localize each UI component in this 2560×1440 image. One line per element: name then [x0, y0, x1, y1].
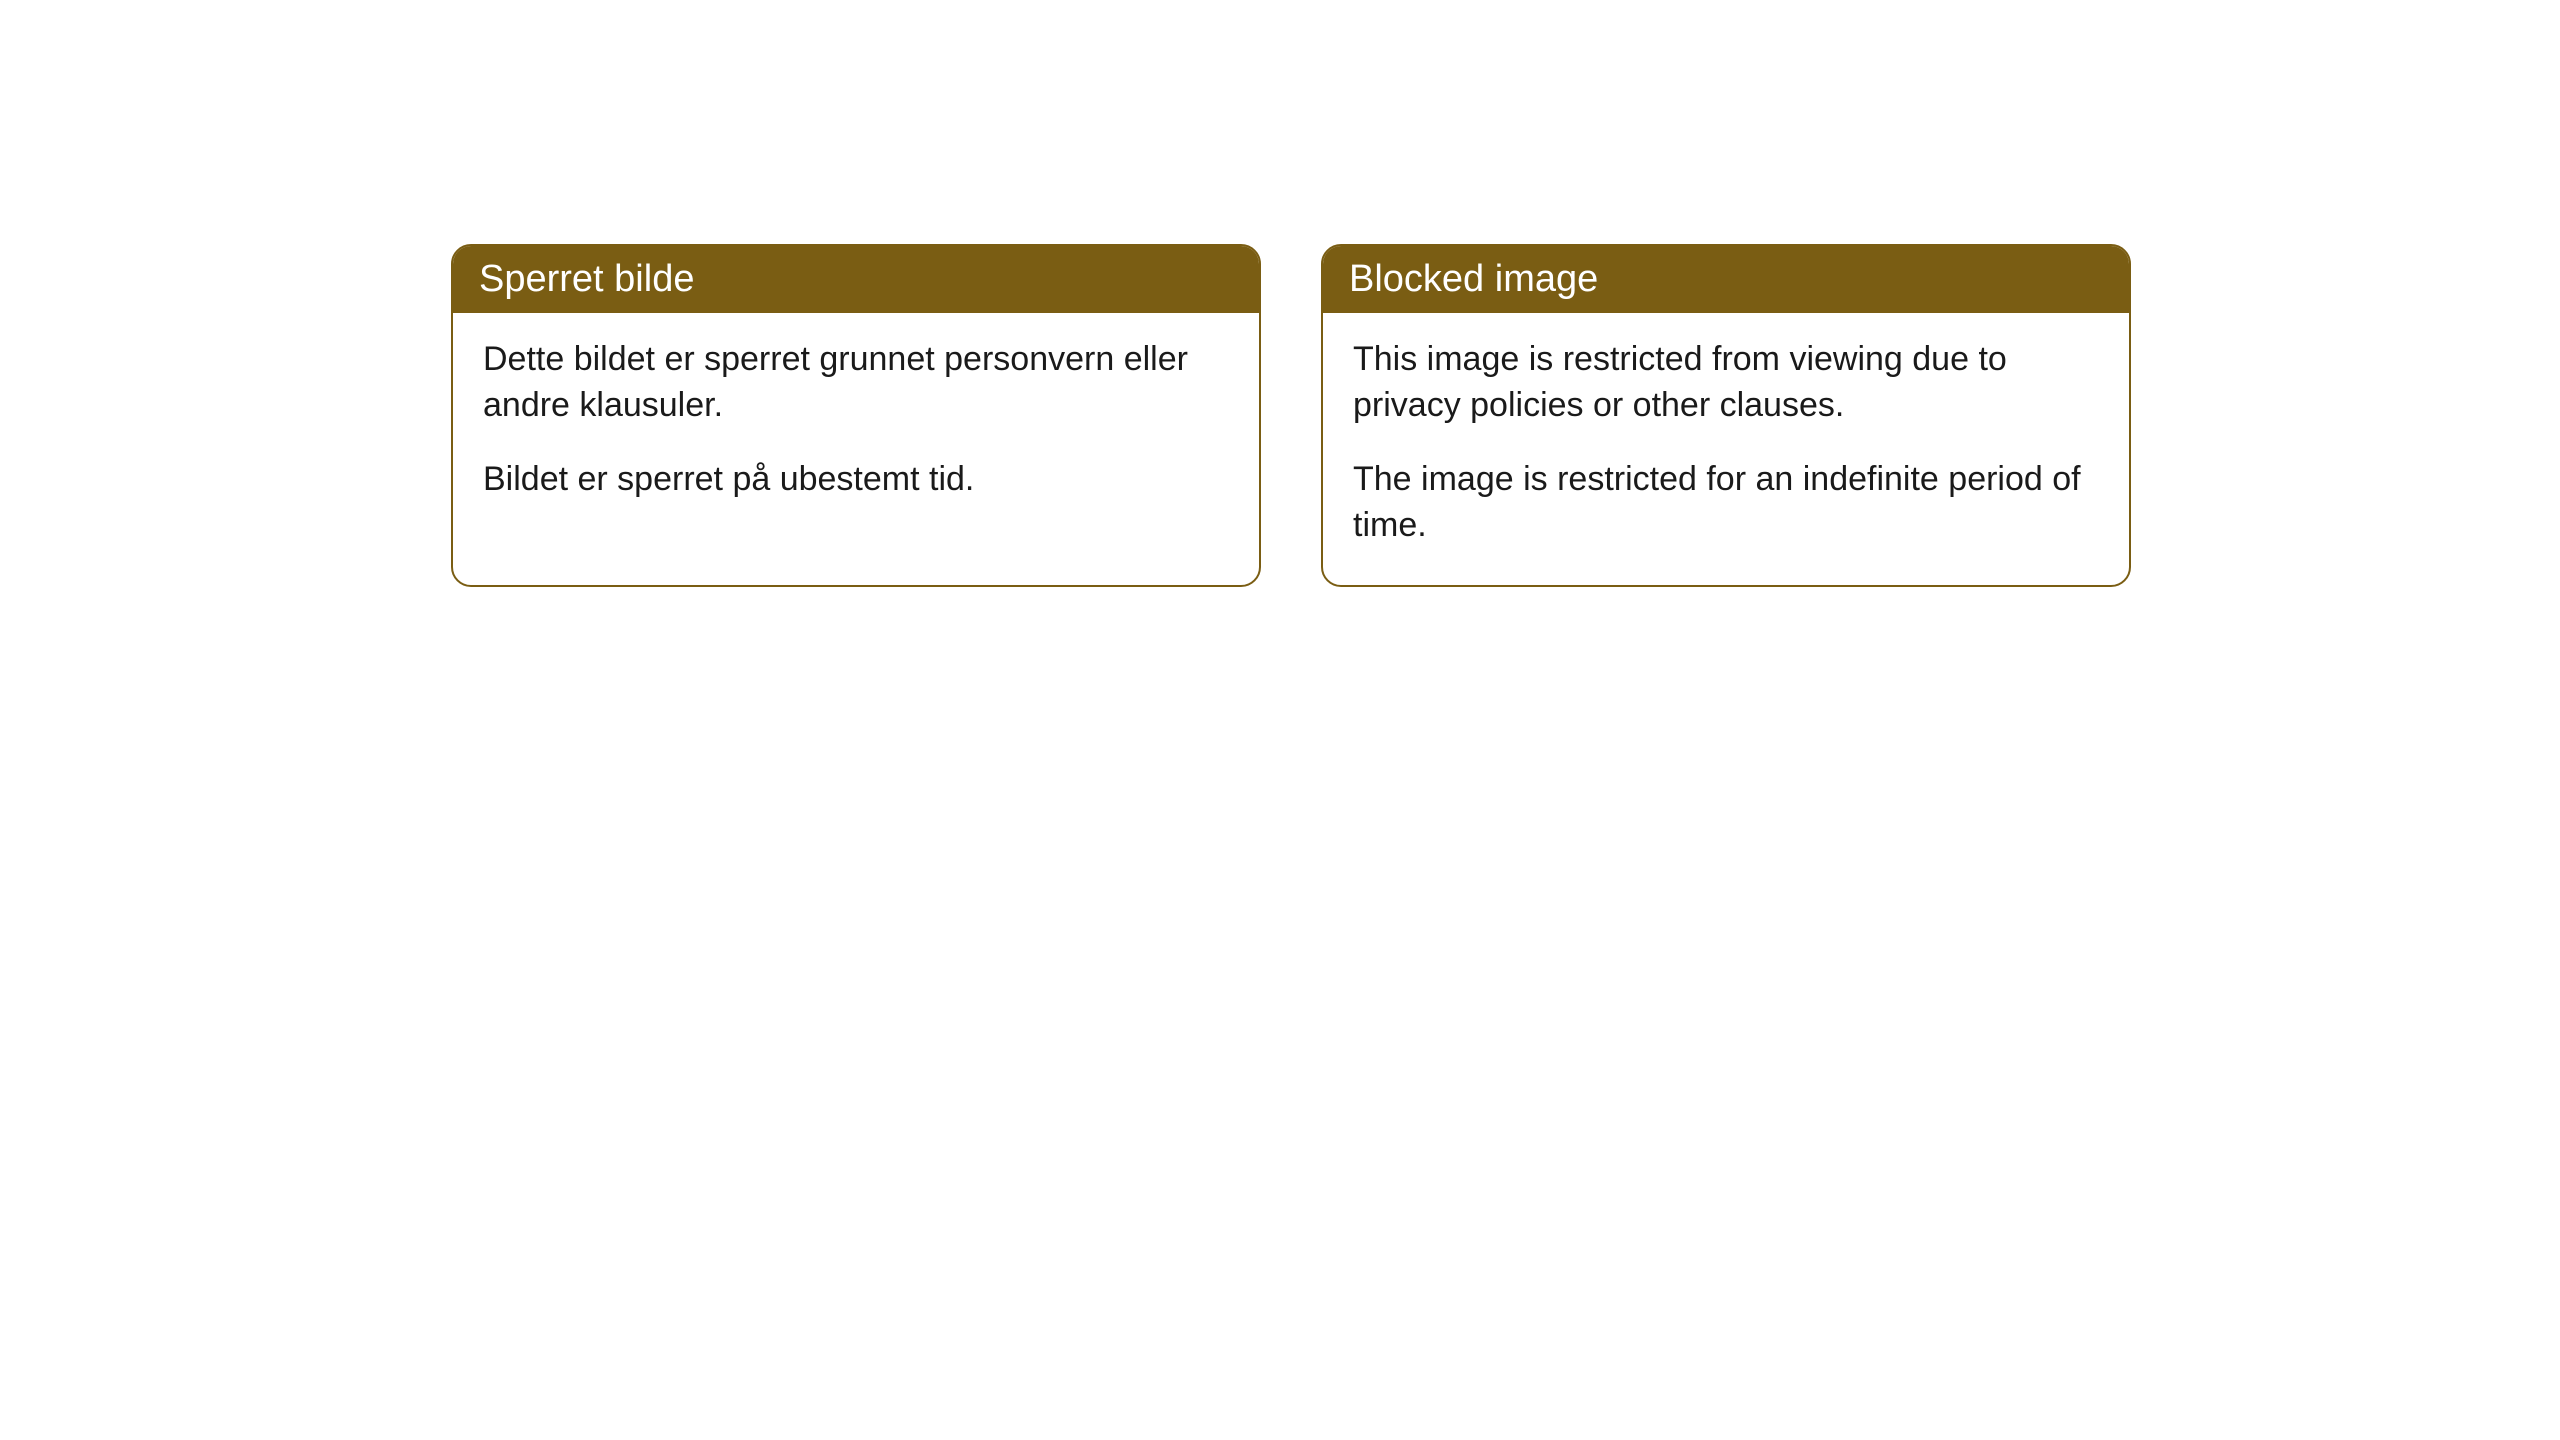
- notice-paragraph: The image is restricted for an indefinit…: [1353, 457, 2099, 549]
- notice-header: Blocked image: [1323, 246, 2129, 313]
- notice-body: This image is restricted from viewing du…: [1323, 313, 2129, 585]
- notice-paragraph: Dette bildet er sperret grunnet personve…: [483, 337, 1229, 429]
- notice-box-english: Blocked image This image is restricted f…: [1321, 244, 2131, 587]
- notice-box-norwegian: Sperret bilde Dette bildet er sperret gr…: [451, 244, 1261, 587]
- notice-container: Sperret bilde Dette bildet er sperret gr…: [451, 244, 2131, 587]
- notice-body: Dette bildet er sperret grunnet personve…: [453, 313, 1259, 539]
- notice-paragraph: Bildet er sperret på ubestemt tid.: [483, 457, 1229, 503]
- notice-header: Sperret bilde: [453, 246, 1259, 313]
- notice-paragraph: This image is restricted from viewing du…: [1353, 337, 2099, 429]
